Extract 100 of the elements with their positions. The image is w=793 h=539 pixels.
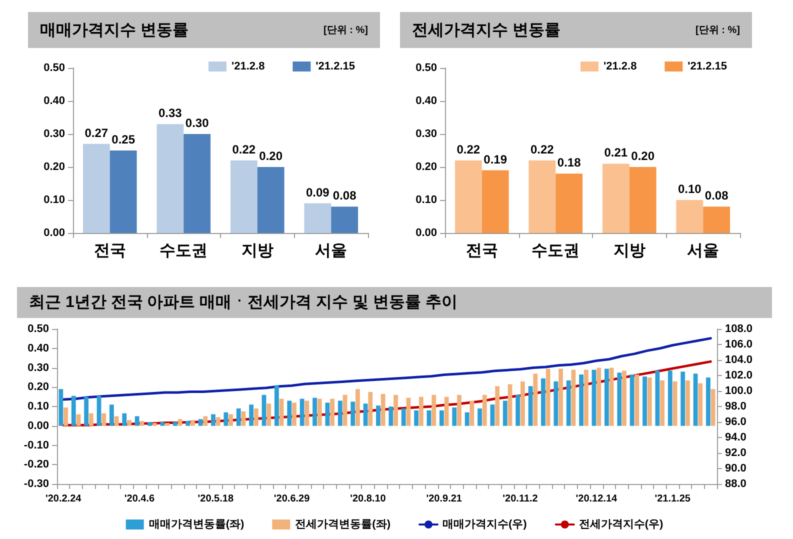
x-tick-label: '20.9.21 [426, 494, 462, 504]
bar [502, 400, 508, 426]
bar [317, 398, 322, 426]
bar [660, 380, 665, 426]
bar [148, 422, 152, 426]
y-tick-label: 0.30 [416, 128, 437, 140]
text: [단위 : %] [696, 24, 740, 37]
bar [394, 394, 398, 426]
y2-tick-label: 90.0 [725, 462, 746, 474]
bar [693, 374, 698, 426]
bar [464, 412, 470, 426]
bar [558, 368, 563, 426]
bar [254, 408, 258, 426]
bar [439, 410, 444, 426]
bar [262, 394, 266, 426]
y-tick-label: 0.30 [44, 128, 65, 140]
data-label: 0.22 [232, 142, 256, 156]
bar [64, 407, 68, 426]
bar [647, 377, 652, 426]
bar [672, 381, 678, 426]
bar [241, 411, 246, 426]
bar [134, 416, 140, 426]
y-tick-label: 0.40 [28, 342, 49, 354]
bar [418, 396, 424, 426]
bar [592, 370, 596, 426]
bar [516, 394, 520, 426]
data-label: 0.08 [704, 188, 729, 203]
data-label: 0.09 [306, 185, 330, 200]
x-tick-label: 수도권 [160, 242, 208, 260]
bar [190, 420, 195, 426]
x-tick-label: 전국 [94, 242, 126, 260]
legend-label: '21.2.8 [231, 60, 265, 72]
bar [249, 404, 254, 426]
bar [490, 404, 495, 426]
bar [198, 419, 203, 426]
bar [224, 412, 228, 426]
bar [703, 206, 730, 233]
bar [211, 414, 216, 426]
text: [단위 : %] [324, 24, 368, 37]
bar [470, 400, 474, 426]
bar [432, 394, 436, 426]
y-tick-label: 0.20 [28, 381, 49, 394]
legend-label: '21.2.8 [603, 60, 637, 72]
bar [216, 417, 220, 426]
x-tick-label: 지방 [241, 242, 274, 260]
y-tick-label: -0.10 [24, 439, 49, 452]
bar [566, 380, 571, 426]
bar [160, 422, 165, 426]
bar [304, 400, 310, 426]
y-tick-label: 0.40 [44, 95, 65, 107]
bar [165, 422, 170, 426]
bar [401, 408, 406, 426]
bar [287, 400, 292, 426]
bar [495, 386, 500, 426]
y2-tick-label: 104.0 [725, 354, 753, 366]
bar [257, 167, 284, 233]
bar [584, 370, 588, 426]
x-tick-label: 수도권 [532, 242, 580, 260]
bar [274, 385, 279, 426]
bar [127, 420, 132, 426]
bar [102, 413, 106, 426]
bar [508, 384, 512, 426]
legend-label: 전세가격지수(우) [578, 518, 664, 530]
legend-label: 전세가격변동률(좌) [295, 518, 391, 530]
bar [528, 160, 556, 233]
chart-title: 전세가격지수 변동률 [412, 20, 560, 40]
bar [406, 398, 411, 426]
y-tick-label: -0.20 [24, 458, 49, 471]
y2-tick-label: 106.0 [725, 338, 753, 350]
bar [266, 404, 272, 426]
bar [292, 402, 296, 426]
data-label: 0.21 [604, 146, 628, 160]
x-tick-label: '20.4.6 [124, 494, 156, 504]
x-tick-label: '20.11.2 [502, 494, 538, 504]
bar [414, 410, 419, 426]
x-tick-label: 지방 [613, 242, 646, 260]
y-tick-label: 0.00 [416, 227, 437, 239]
bar [478, 408, 482, 426]
bar [368, 392, 373, 426]
bar [380, 394, 386, 426]
legend-label: '21.2.15 [688, 60, 728, 72]
bar [622, 370, 626, 426]
bar [533, 374, 538, 426]
bar [629, 167, 656, 233]
bar [520, 381, 525, 426]
data-label: 0.22 [456, 142, 480, 156]
bar [388, 406, 394, 426]
bar [617, 372, 622, 426]
bar [114, 416, 119, 426]
bar [300, 398, 304, 426]
x-tick-label: '20.8.10 [350, 494, 386, 504]
bar [680, 372, 686, 426]
bar [330, 398, 335, 426]
bar [376, 406, 380, 426]
bar [140, 421, 144, 426]
bar [84, 396, 89, 426]
bar [186, 421, 190, 426]
bar [444, 396, 449, 426]
data-label: 0.20 [259, 149, 283, 163]
data-label: 0.10 [678, 182, 702, 196]
